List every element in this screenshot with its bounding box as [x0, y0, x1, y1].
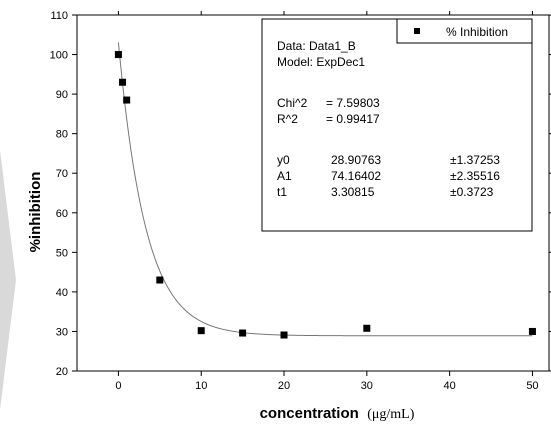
r2-value: = 0.99417 — [326, 112, 380, 126]
data-point-2 — [123, 96, 131, 104]
y-axis-title: %inhibition — [27, 172, 44, 253]
data-point-7 — [363, 324, 371, 332]
y-tick-label-9: 110 — [50, 10, 68, 22]
param-t1-name: t1 — [277, 185, 287, 199]
data-point-0 — [114, 51, 122, 59]
data-points — [114, 51, 536, 339]
param-t1-error: ±0.3723 — [450, 185, 494, 199]
x-axis-unit: (μg/mL) — [367, 407, 414, 422]
data-point-8 — [528, 327, 536, 335]
data-point-6 — [280, 331, 288, 339]
plot-frame — [76, 14, 550, 372]
chi2-value: = 7.59803 — [326, 96, 380, 110]
x-tick-label-3: 30 — [361, 380, 373, 392]
data-point-3 — [156, 276, 164, 284]
y-tick-label-1: 30 — [56, 326, 68, 338]
y-tick-label-8: 100 — [50, 50, 68, 62]
y-tick-label-3: 50 — [56, 247, 68, 259]
param-a1-error: ±2.35516 — [450, 169, 500, 183]
axes: 0 10 20 30 40 50 20 30 40 50 60 70 80 90 100 110 — [50, 10, 551, 392]
param-a1-value: 74.16402 — [331, 169, 381, 183]
param-y0-error: ±1.37253 — [450, 153, 500, 167]
x-tick-label-0: 0 — [115, 380, 121, 392]
data-point-5 — [239, 329, 247, 337]
x-axis-title-group: concentration (μg/mL) — [260, 405, 415, 422]
param-y0-value: 28.90763 — [331, 153, 381, 167]
x-tick-label-4: 40 — [444, 380, 456, 392]
x-tick-label-1: 10 — [195, 380, 207, 392]
legend-marker — [414, 28, 420, 34]
x-axis-title: concentration — [260, 405, 359, 422]
chi2-label: Chi^2 — [277, 96, 308, 110]
fit-data-line: Data: Data1_B — [277, 39, 356, 53]
fit-info-box: % Inhibition Data: Data1_B Model: ExpDec… — [261, 18, 533, 232]
data-point-1 — [119, 78, 127, 86]
legend-label: % Inhibition — [446, 25, 508, 39]
background-shade — [0, 150, 16, 410]
y-tick-label-2: 40 — [56, 287, 68, 299]
data-point-4 — [197, 327, 205, 335]
y-tick-label-4: 60 — [56, 208, 68, 220]
param-t1-value: 3.30815 — [331, 185, 375, 199]
fit-model-line: Model: ExpDec1 — [277, 55, 365, 69]
y-tick-label-7: 90 — [56, 89, 68, 101]
y-tick-label-0: 20 — [56, 366, 68, 378]
r2-label: R^2 — [277, 112, 298, 126]
param-a1-name: A1 — [277, 169, 292, 183]
y-tick-label-5: 70 — [56, 168, 68, 180]
param-y0-name: y0 — [277, 153, 290, 167]
y-tick-label-6: 80 — [56, 129, 68, 141]
x-tick-label-5: 50 — [526, 380, 538, 392]
x-tick-label-2: 20 — [278, 380, 290, 392]
fit-curve — [117, 42, 533, 337]
fit-info-frame — [261, 18, 533, 232]
